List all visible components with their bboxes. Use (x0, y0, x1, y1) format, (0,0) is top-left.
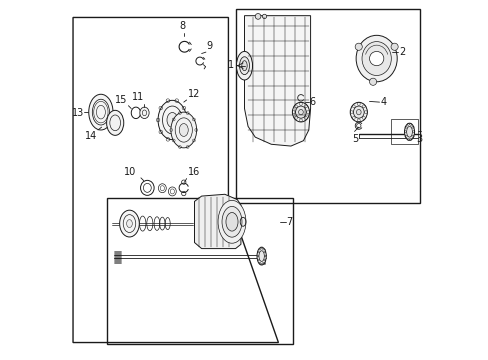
Polygon shape (244, 16, 310, 146)
Bar (107, 198, 292, 344)
Ellipse shape (292, 102, 309, 122)
Ellipse shape (88, 94, 113, 130)
Ellipse shape (239, 57, 249, 75)
Ellipse shape (353, 106, 364, 118)
Ellipse shape (295, 106, 305, 118)
Ellipse shape (158, 100, 186, 140)
Text: 14: 14 (85, 131, 97, 141)
Ellipse shape (257, 247, 266, 265)
Ellipse shape (361, 41, 390, 76)
Text: 1: 1 (227, 60, 234, 70)
Text: 11: 11 (131, 93, 143, 103)
Text: 10: 10 (124, 167, 136, 177)
Circle shape (255, 14, 261, 19)
Text: 8: 8 (179, 21, 185, 31)
Ellipse shape (406, 126, 411, 137)
Ellipse shape (236, 51, 252, 80)
Ellipse shape (106, 111, 123, 135)
Ellipse shape (179, 123, 188, 136)
Bar (390, 118, 417, 144)
Text: 16: 16 (188, 167, 200, 177)
Text: 6: 6 (309, 97, 315, 107)
Ellipse shape (259, 251, 264, 261)
Ellipse shape (404, 123, 414, 140)
Circle shape (354, 43, 362, 50)
Ellipse shape (349, 102, 366, 122)
Text: 9: 9 (206, 41, 212, 51)
Circle shape (262, 14, 266, 18)
Ellipse shape (242, 61, 246, 71)
Text: 5: 5 (351, 134, 358, 144)
Ellipse shape (171, 112, 196, 148)
Bar (235, 9, 419, 203)
Text: 2: 2 (398, 47, 405, 57)
Text: 12: 12 (187, 89, 200, 99)
Text: 7: 7 (286, 217, 292, 227)
Text: 15: 15 (115, 95, 127, 105)
Ellipse shape (225, 212, 238, 231)
Text: 3: 3 (415, 134, 422, 144)
Ellipse shape (140, 107, 149, 118)
Circle shape (369, 51, 383, 66)
Ellipse shape (126, 220, 132, 228)
Polygon shape (194, 194, 241, 249)
Circle shape (390, 43, 397, 50)
Ellipse shape (222, 206, 242, 237)
Ellipse shape (298, 109, 303, 115)
Ellipse shape (355, 35, 396, 82)
Ellipse shape (218, 201, 245, 243)
Text: 4: 4 (380, 97, 386, 107)
Ellipse shape (356, 109, 361, 115)
Circle shape (369, 78, 376, 85)
Ellipse shape (120, 210, 139, 237)
Text: 13: 13 (71, 108, 83, 118)
Ellipse shape (166, 112, 177, 127)
